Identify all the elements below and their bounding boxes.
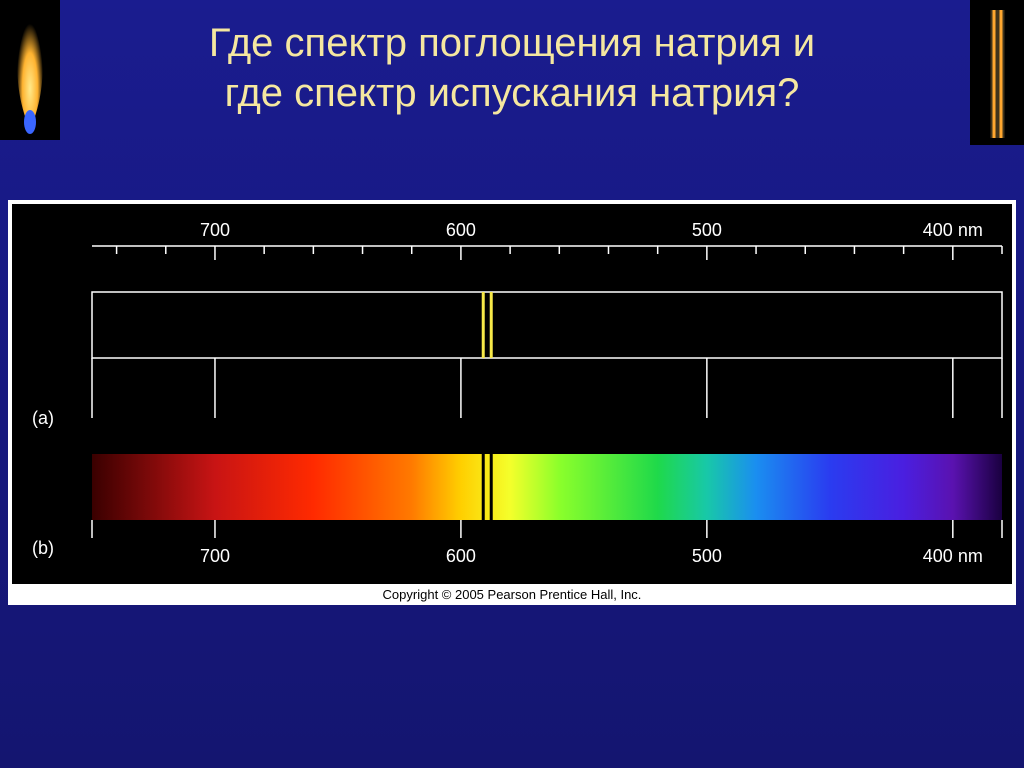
svg-text:600: 600 [446,546,476,566]
panel-label-b: (b) [32,538,54,558]
svg-text:400 nm: 400 nm [923,220,983,240]
svg-text:500: 500 [692,546,722,566]
panel-label-a: (a) [32,408,54,428]
slide-title: Где спектр поглощения натрия и где спект… [0,18,1024,118]
svg-text:700: 700 [200,220,230,240]
title-line-2: где спектр испускания натрия? [225,71,800,115]
spectrum-figure: 700 600 500 400 nm 700 600 500 400 nm (a) (b) [12,204,1012,584]
title-line-1: Где спектр поглощения натрия и [209,21,815,65]
svg-text:600: 600 [446,220,476,240]
wavelength-axis-bottom: 700 600 500 400 nm [92,520,1002,566]
figure-copyright: Copyright © 2005 Pearson Prentice Hall, … [12,584,1012,603]
wavelength-axis-top: 700 600 500 400 nm [92,220,1002,260]
spectrum-figure-container: 700600500400 nm 700600500400 nm (a) (b) … [8,200,1016,605]
svg-text:400 nm: 400 nm [923,546,983,566]
svg-text:500: 500 [692,220,722,240]
emission-spectrum-band [92,292,1002,418]
svg-text:700: 700 [200,546,230,566]
absorption-spectrum-band [92,454,1002,520]
